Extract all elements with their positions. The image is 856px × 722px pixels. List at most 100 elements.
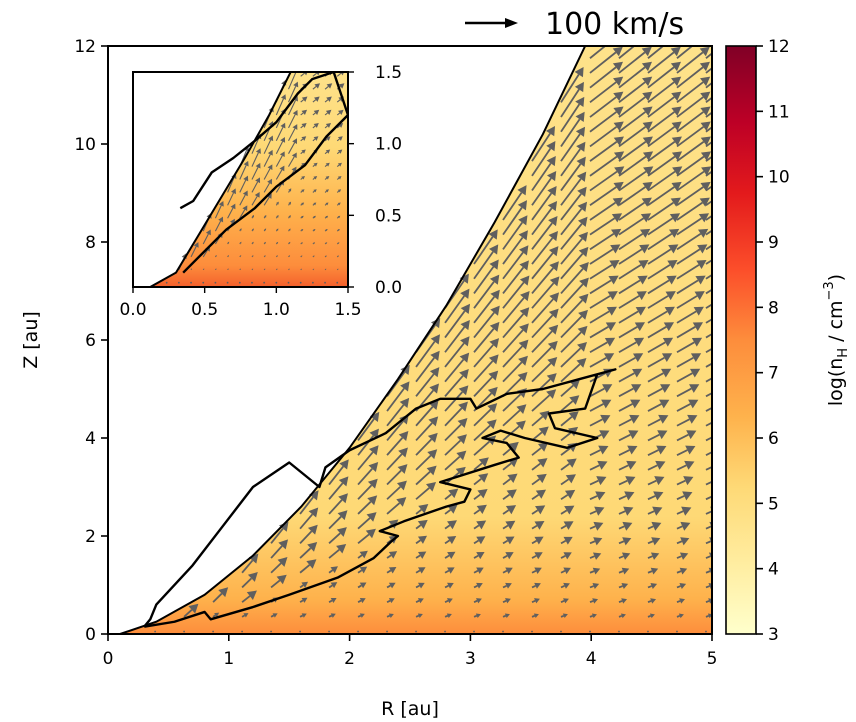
velocity-arrow [300,125,304,129]
velocity-arrow [531,524,538,530]
velocity-arrow-head [488,370,499,381]
velocity-arrow-head [564,505,575,515]
velocity-arrow-head [507,473,518,483]
wind-density-region [120,46,712,634]
velocity-arrow-head [367,478,378,489]
velocity-arrow-head [664,306,675,316]
velocity-arrow-head [635,306,646,316]
inset-frame [132,71,349,288]
velocity-arrow [531,447,542,456]
velocity-arrow-head [359,598,366,604]
velocity-arrow-head [565,474,576,484]
velocity-arrow-head [396,497,407,507]
velocity-arrow [560,253,584,280]
velocity-arrow [226,281,229,284]
velocity-arrow-head [301,136,307,141]
velocity-arrow-head [388,582,396,589]
velocity-arrow-head [301,202,305,206]
velocity-arrow [560,74,580,103]
velocity-arrow [288,216,290,219]
velocity-arrow [251,229,254,232]
velocity-arrow-head [218,587,229,598]
x-axis-ticks: 0 1 2 3 4 5 [103,634,717,669]
colorbar-label-sub: H [836,348,851,358]
velocity-arrow-head [546,389,557,399]
velocity-arrow [589,630,591,633]
velocity-arrow [386,614,391,618]
velocity-arrow [676,479,686,486]
velocity-arrow [444,584,449,589]
velocity-arrow [299,584,304,589]
velocity-arrow-head [576,171,587,182]
velocity-arrow [618,341,637,354]
velocity-arrow [618,449,630,456]
velocity-arrow-head [650,567,659,575]
velocity-arrow [531,162,552,192]
velocity-arrow [502,281,525,309]
velocity-arrow [618,155,647,177]
velocity-arrow-head [476,520,487,530]
velocity-arrow [299,630,301,633]
velocity-arrow-head [546,170,557,182]
velocity-arrow [473,524,480,530]
velocity-arrow [676,341,695,354]
velocity-arrow-head [671,151,683,161]
velocity-arrow [531,493,540,500]
velocity-arrow-head [214,612,220,618]
velocity-arrow [560,103,581,133]
velocity-arrow-head [662,337,674,347]
velocity-arrow [270,579,281,589]
velocity-arrow [299,281,302,284]
velocity-arrow [618,279,641,295]
velocity-arrow [275,216,278,219]
velocity-arrow [415,340,436,368]
velocity-arrow-head [267,164,273,171]
velocity-arrow [324,229,327,232]
x-tick-label: 3 [465,649,476,669]
velocity-arrow [386,486,401,500]
velocity-arrow [618,555,624,559]
velocity-arrow-head [288,241,291,244]
velocity-arrow-head [575,126,586,137]
velocity-arrow [386,630,388,633]
velocity-arrow [560,599,565,603]
velocity-arrow [676,279,699,295]
velocity-arrow-head [366,512,377,522]
velocity-arrow-head [679,552,689,560]
velocity-arrow [227,177,235,193]
velocity-arrow [676,403,691,412]
velocity-arrow [251,242,254,245]
inset-plot: 0.0 0.5 1.0 1.5 0.0 0.5 1.0 1.5 [119,63,402,320]
velocity-arrow [589,66,617,89]
velocity-arrow-head [643,166,654,176]
velocity-arrow-head [460,288,470,299]
velocity-arrow-head [254,192,260,198]
velocity-arrow [531,584,536,589]
velocity-arrow-head [612,61,624,72]
velocity-arrow-head [562,613,568,619]
velocity-arrow-head [505,536,515,545]
velocity-arrow-head [489,338,500,349]
velocity-arrow [300,216,303,219]
velocity-arrow-head [251,214,255,218]
velocity-arrow [415,554,421,559]
velocity-arrow [312,229,315,232]
velocity-arrow-head [505,582,512,589]
velocity-arrow [502,192,523,221]
velocity-arrow-head [239,241,242,244]
velocity-arrow-head [193,242,199,248]
velocity-arrow [300,138,304,142]
colorbar-tick-label: 3 [768,625,779,645]
velocity-arrow [560,384,574,398]
velocity-arrow [444,539,451,545]
velocity-arrow [560,539,567,545]
velocity-arrow [312,86,317,90]
velocity-arrow [647,326,667,339]
velocity-arrow-head [446,598,453,604]
velocity-arrow [357,599,362,603]
velocity-arrow [328,549,340,559]
velocity-arrow-head [505,520,516,530]
velocity-arrow [676,310,697,324]
velocity-arrow-head [537,458,548,468]
velocity-arrow [502,361,523,383]
